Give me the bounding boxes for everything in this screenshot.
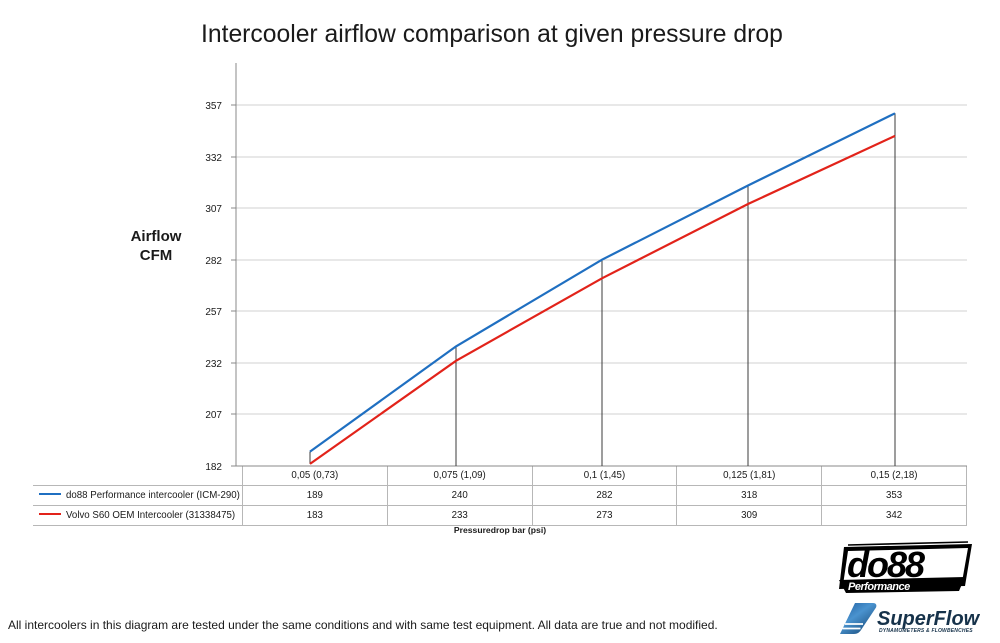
svg-text:257: 257	[205, 307, 222, 318]
svg-text:332: 332	[205, 153, 222, 164]
svg-text:232: 232	[205, 359, 222, 370]
svg-text:182: 182	[205, 462, 222, 473]
svg-text:282: 282	[205, 256, 222, 267]
svg-text:207: 207	[205, 410, 222, 421]
svg-text:307: 307	[205, 204, 222, 215]
svg-text:357: 357	[205, 101, 222, 112]
